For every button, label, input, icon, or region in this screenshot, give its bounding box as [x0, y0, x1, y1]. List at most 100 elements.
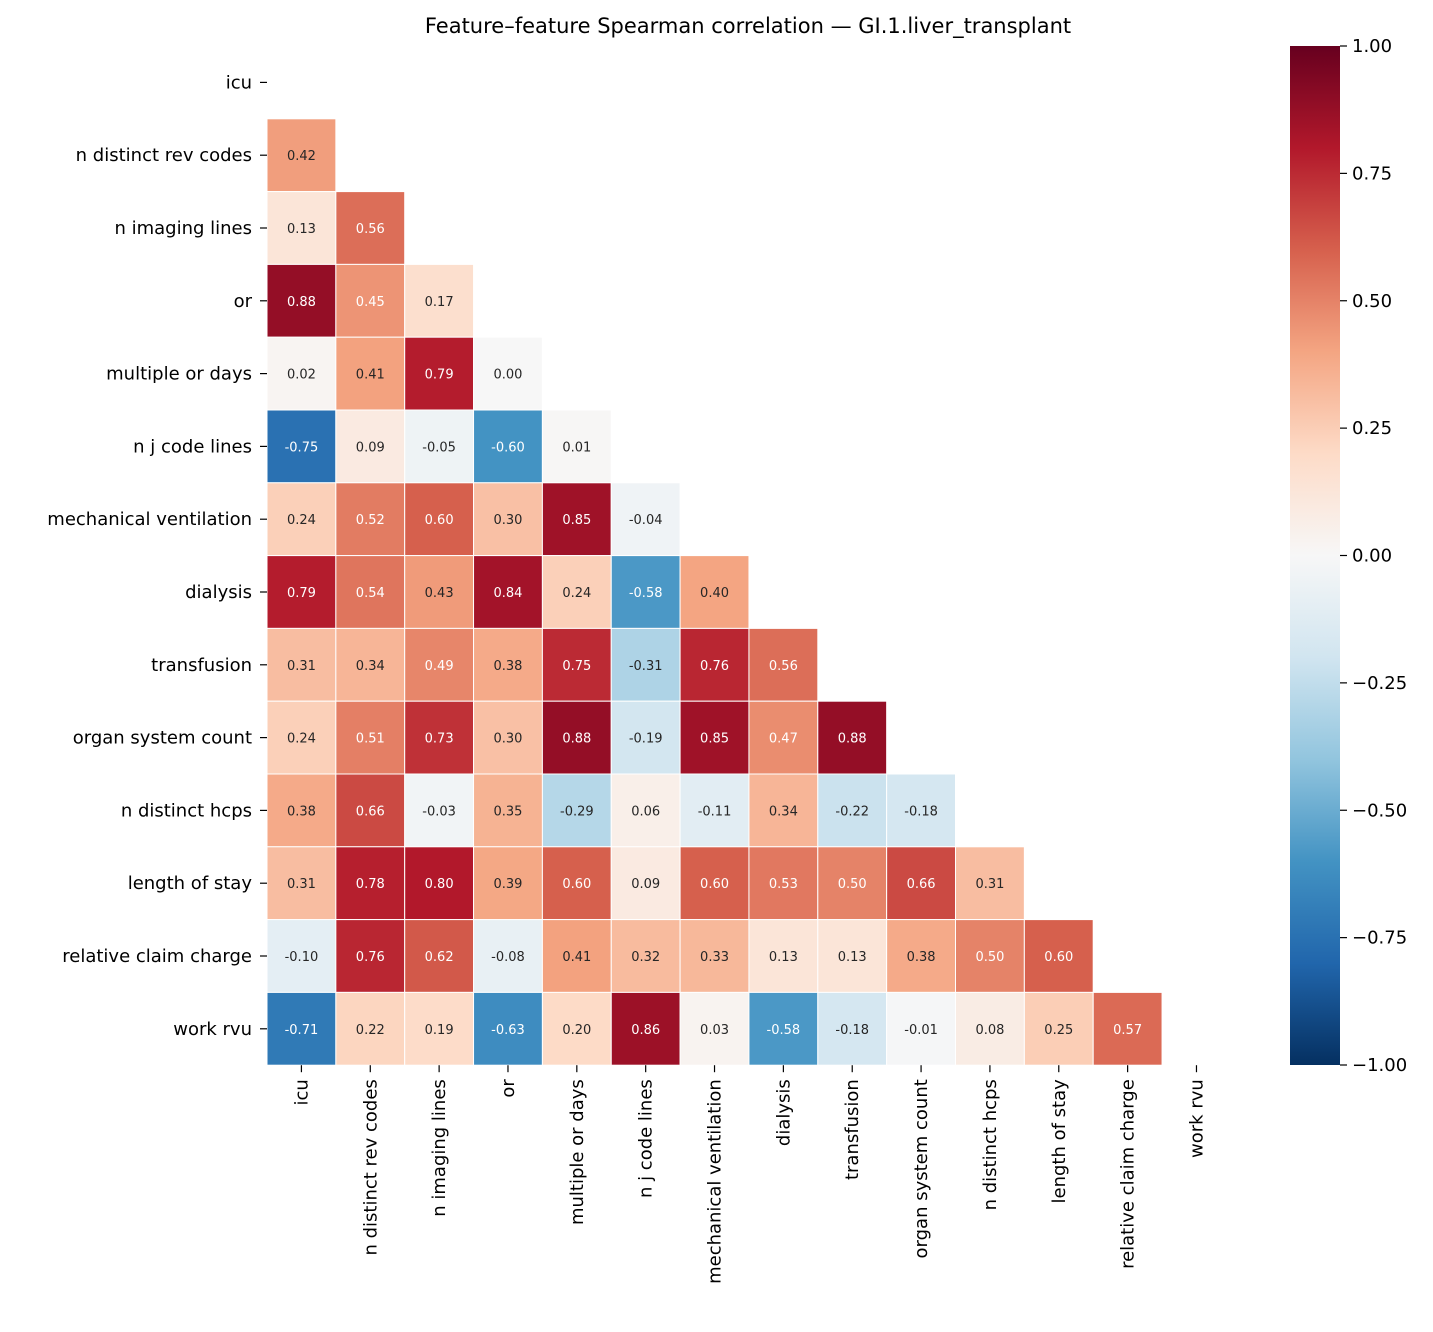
y-tick-label: mechanical ventilation	[47, 509, 252, 530]
cell-value-label: 0.32	[631, 950, 660, 965]
heatmap-cell	[335, 919, 406, 993]
cell-value-label: 0.47	[769, 732, 798, 747]
cell-value-label: 0.66	[356, 804, 385, 819]
cell-value-label: 0.09	[356, 440, 385, 455]
heatmap-cell	[473, 336, 543, 411]
y-tick-label: n imaging lines	[114, 218, 252, 239]
cell-value-label: 0.88	[287, 295, 316, 310]
heatmap-cell	[266, 555, 337, 629]
cell-value-label: -0.71	[285, 1023, 319, 1038]
heatmap-cell	[541, 773, 612, 848]
x-tick-label: icu	[291, 1079, 312, 1105]
cell-value-label: 0.35	[493, 804, 522, 819]
heatmap-cells: 0.42 0.13 0.56 0.88 0.45 0.17 0.02 0.41 0.79 0.00…	[266, 118, 1163, 1066]
heatmap-cell	[955, 919, 1025, 993]
heatmap-cell	[955, 991, 1025, 1066]
cell-value-label: 0.60	[1044, 950, 1073, 965]
cell-value-label: 0.33	[700, 950, 729, 965]
cell-value-label: 0.88	[562, 732, 591, 747]
cell-value-label: -0.01	[904, 1023, 938, 1038]
cell-value-label: 0.24	[287, 513, 316, 528]
colorbar-gradient	[1290, 46, 1340, 1065]
colorbar-tick-label: −1.00	[1352, 1055, 1407, 1076]
cell-value-label: 0.01	[562, 440, 591, 455]
cell-value-label: 0.38	[907, 950, 936, 965]
cell-value-label: -0.03	[422, 804, 456, 819]
cell-value-label: -0.29	[560, 804, 594, 819]
y-tick-label: transfusion	[151, 655, 252, 676]
cell-value-label: 0.24	[562, 586, 591, 601]
heatmap-cell	[886, 773, 957, 848]
cell-value-label: -0.19	[629, 732, 663, 747]
cell-value-label: 0.02	[287, 368, 316, 383]
colorbar-tick-label: 0.25	[1352, 418, 1392, 439]
cell-value-label: 0.54	[356, 586, 385, 601]
cell-value-label: 0.00	[493, 368, 522, 383]
cell-value-label: 0.43	[425, 586, 454, 601]
cell-value-label: 0.17	[425, 295, 454, 310]
heatmap-cell	[541, 991, 612, 1066]
cell-value-label: 0.80	[425, 877, 454, 892]
cell-value-label: 0.57	[1113, 1023, 1142, 1038]
cell-value-label: 0.60	[562, 877, 591, 892]
y-tick-label: dialysis	[185, 582, 252, 603]
cell-value-label: 0.49	[425, 659, 454, 674]
cell-value-label: 0.85	[700, 732, 729, 747]
cell-value-label: 0.13	[287, 222, 316, 237]
heatmap-cell	[679, 919, 750, 993]
heatmap-cell	[335, 700, 406, 775]
cell-value-label: 0.79	[425, 368, 454, 383]
cell-value-label: 0.41	[562, 950, 591, 965]
cell-value-label: 0.52	[356, 513, 385, 528]
heatmap-cell	[817, 700, 888, 775]
column-labels: icu n distinct rev codes n imaging lines or…	[291, 1065, 1207, 1284]
heatmap-cell	[817, 991, 888, 1066]
cell-value-label: 0.25	[1044, 1023, 1073, 1038]
heatmap-cell	[266, 846, 337, 921]
heatmap-cell	[610, 482, 681, 557]
cell-value-label: 0.60	[700, 877, 729, 892]
cell-value-label: -0.18	[904, 804, 938, 819]
cell-value-label: 0.39	[493, 877, 522, 892]
heatmap-cell	[610, 773, 681, 848]
heatmap-cell	[748, 919, 819, 993]
cell-value-label: -0.11	[698, 804, 732, 819]
cell-value-label: 0.76	[356, 950, 385, 965]
y-tick-label: n distinct rev codes	[76, 145, 252, 166]
cell-value-label: 0.45	[356, 295, 385, 310]
cell-value-label: 0.09	[631, 877, 660, 892]
heatmap-cell	[610, 919, 681, 993]
heatmap-cell	[541, 482, 612, 557]
heatmap-cell	[886, 991, 957, 1066]
y-tick-label: n j code lines	[133, 436, 252, 457]
colorbar-tick-label: 1.00	[1352, 36, 1392, 57]
heatmap-cell	[679, 627, 750, 702]
cell-value-label: 0.03	[700, 1023, 729, 1038]
heatmap-cell	[610, 846, 681, 921]
cell-value-label: -0.05	[422, 440, 456, 455]
heatmap-cell	[955, 846, 1025, 921]
heatmap-cell	[335, 482, 406, 557]
heatmap-cell	[1092, 991, 1163, 1066]
cell-value-label: 0.51	[356, 732, 385, 747]
cell-value-label: 0.86	[631, 1023, 660, 1038]
y-tick-label: work rvu	[173, 1019, 252, 1040]
heatmap-cell	[404, 919, 475, 993]
cell-value-label: 0.20	[562, 1023, 591, 1038]
colorbar-tick-label: −0.25	[1352, 673, 1407, 694]
heatmap-cell	[404, 991, 475, 1066]
cell-value-label: 0.78	[356, 877, 385, 892]
heatmap-cell	[473, 773, 543, 848]
cell-value-label: -0.08	[491, 950, 525, 965]
heatmap-cell	[1023, 919, 1094, 993]
heatmap-cell	[266, 773, 337, 848]
cell-value-label: 0.42	[287, 149, 316, 164]
heatmap-cell	[473, 846, 543, 921]
heatmap-cell	[748, 627, 819, 702]
x-tick-label: mechanical ventilation	[705, 1079, 726, 1284]
cell-value-label: 0.88	[838, 732, 867, 747]
x-tick-label: work rvu	[1186, 1079, 1207, 1158]
heatmap-cell	[679, 700, 750, 775]
x-tick-label: organ system count	[911, 1079, 932, 1258]
